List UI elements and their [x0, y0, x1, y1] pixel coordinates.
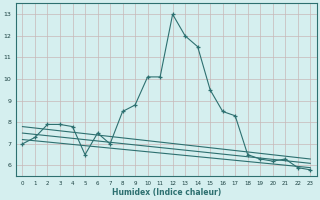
X-axis label: Humidex (Indice chaleur): Humidex (Indice chaleur) — [112, 188, 221, 197]
